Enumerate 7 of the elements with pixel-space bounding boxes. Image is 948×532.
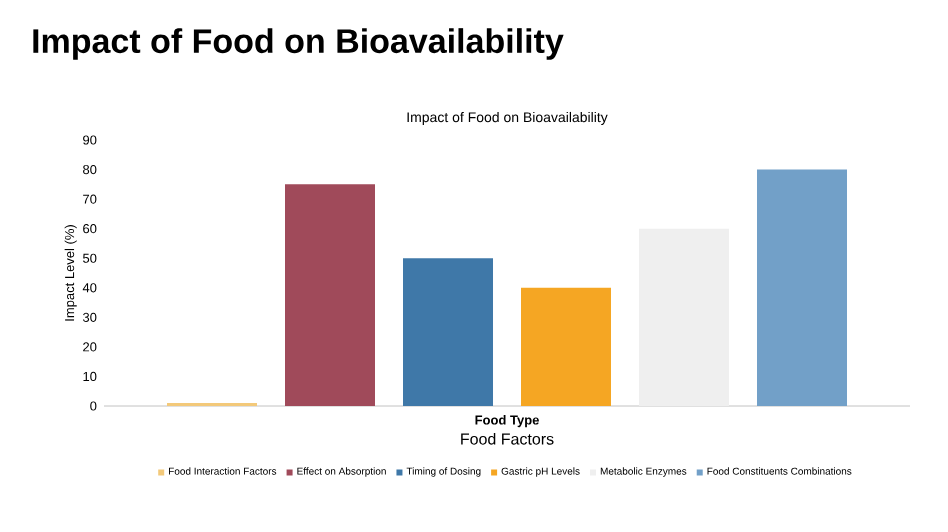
bar: [757, 169, 847, 406]
chart-title: Impact of Food on Bioavailability: [33, 28, 564, 60]
bar: [521, 287, 612, 406]
bar: [639, 228, 729, 406]
bar: [285, 184, 375, 406]
x-axis-title: Food Factors: [461, 432, 554, 445]
bar: [403, 258, 493, 406]
